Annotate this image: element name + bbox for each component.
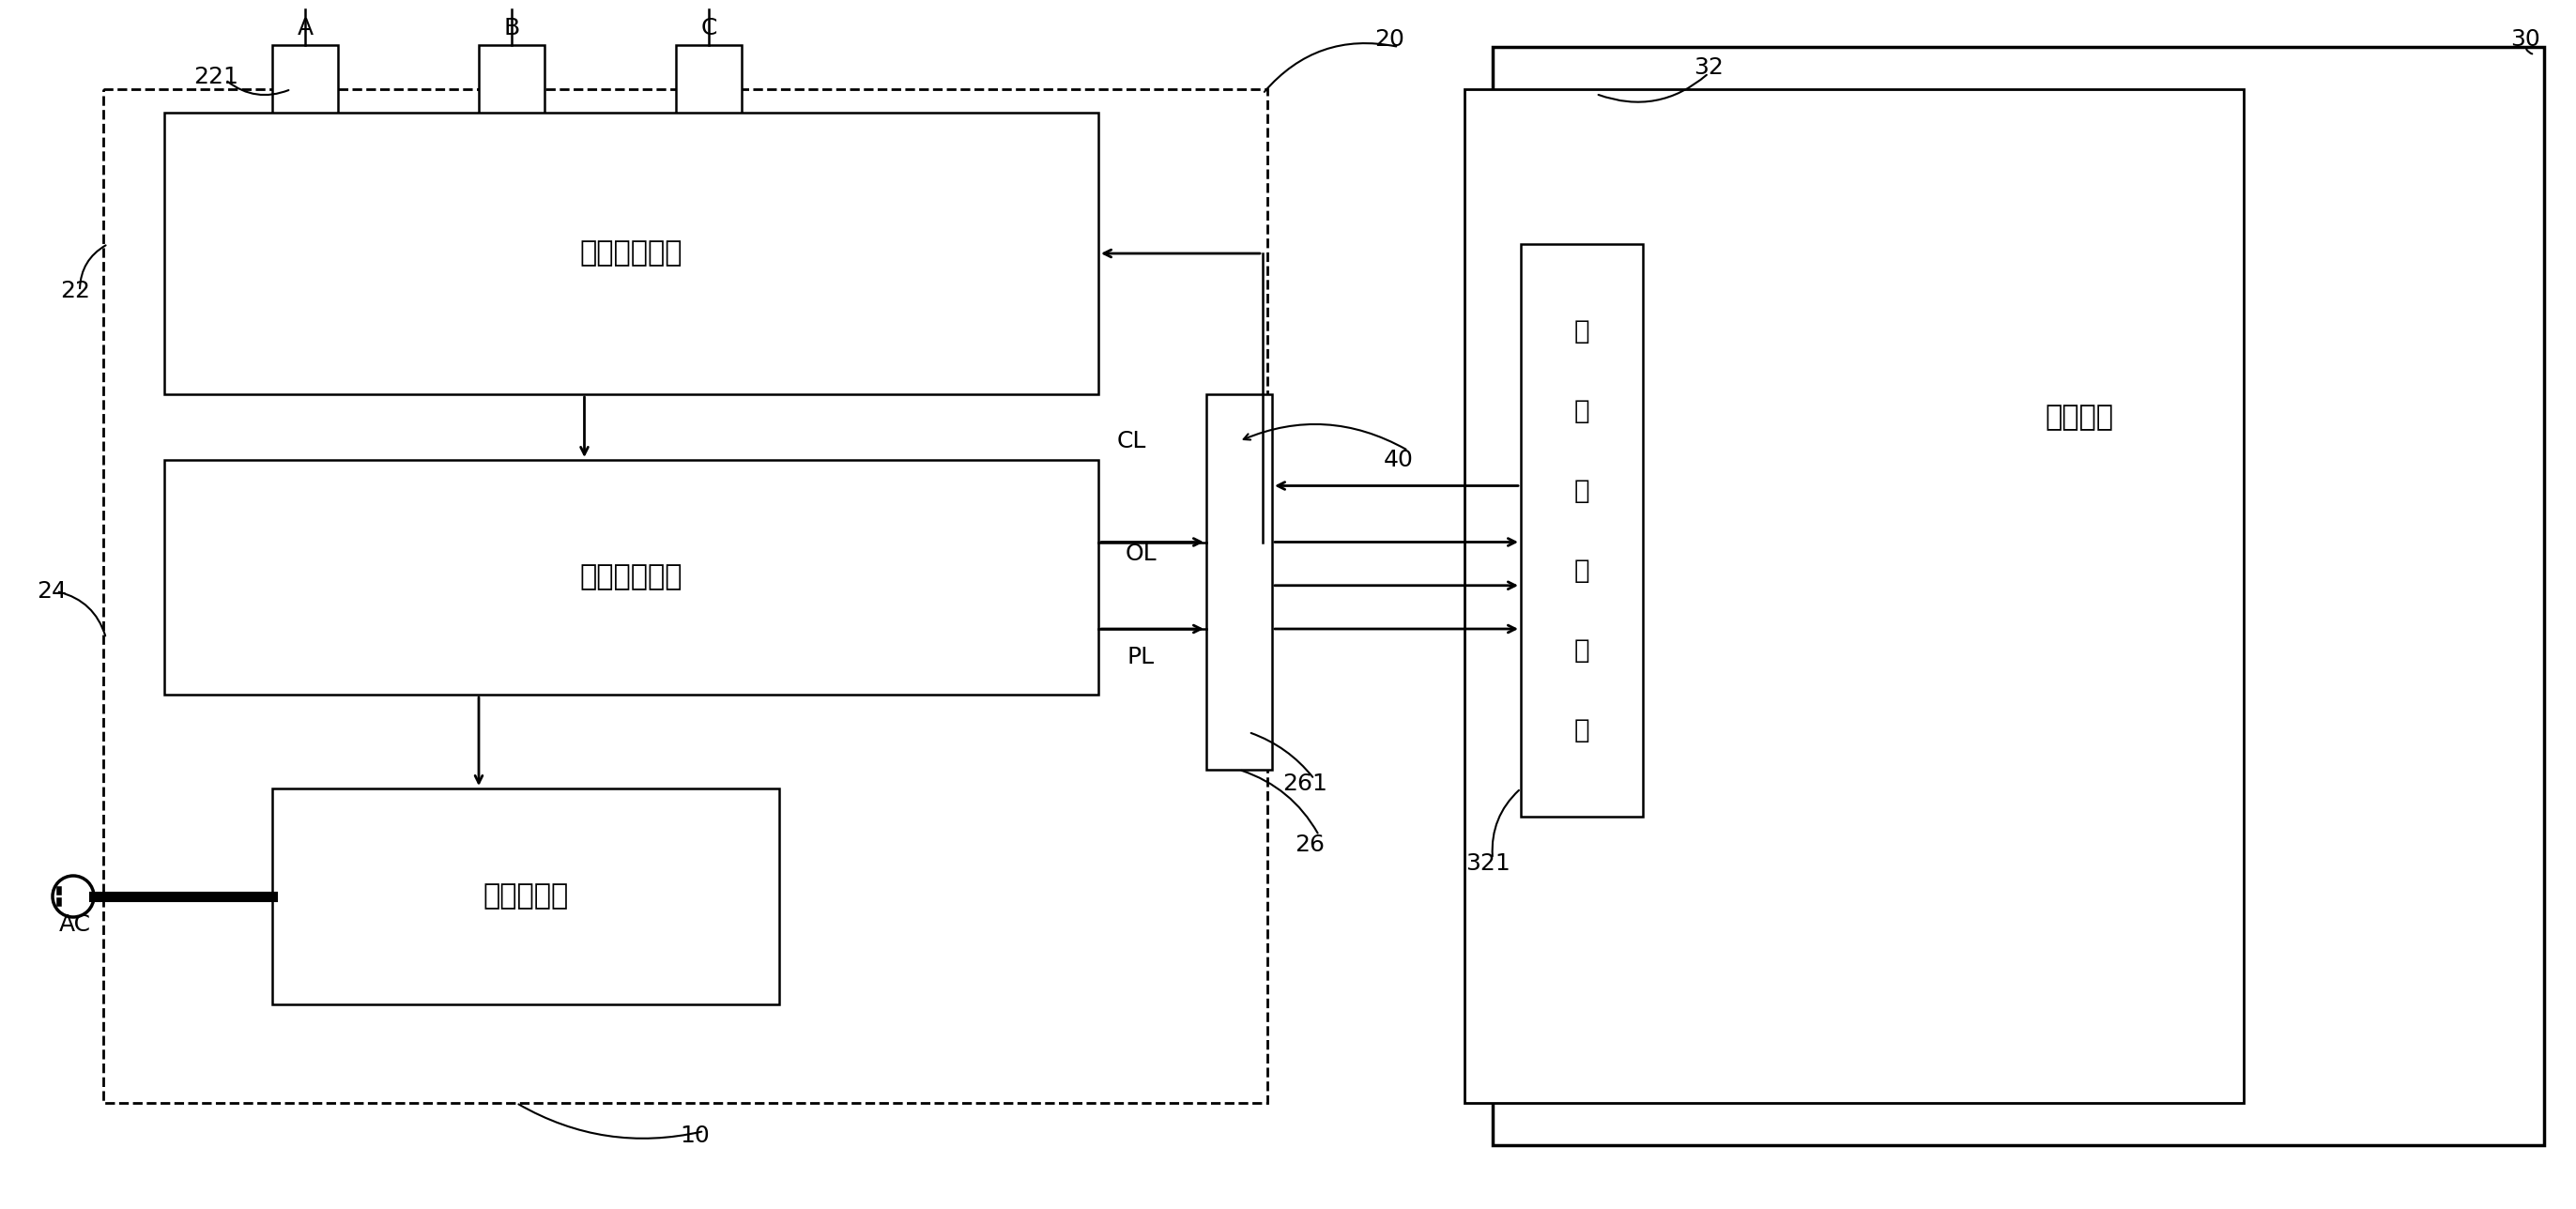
Text: 收: 收 xyxy=(1574,557,1589,584)
Text: OL: OL xyxy=(1126,543,1157,565)
Text: 一: 一 xyxy=(1574,398,1589,424)
Text: 22: 22 xyxy=(59,279,90,302)
Text: 221: 221 xyxy=(193,65,240,88)
Text: 24: 24 xyxy=(36,580,67,602)
Bar xyxy=(273,788,778,1005)
Bar xyxy=(675,45,742,115)
Text: 元: 元 xyxy=(1574,717,1589,744)
Text: CL: CL xyxy=(1115,430,1146,452)
Text: 显示装置: 显示装置 xyxy=(2045,404,2115,430)
Bar xyxy=(1520,244,1643,816)
Bar xyxy=(165,112,1097,394)
Text: 单: 单 xyxy=(1574,637,1589,664)
Text: 32: 32 xyxy=(1692,57,1723,79)
Text: 10: 10 xyxy=(680,1124,708,1147)
Text: A: A xyxy=(296,17,314,40)
Text: 第二接收单元: 第二接收单元 xyxy=(580,239,683,267)
Text: 40: 40 xyxy=(1383,449,1414,472)
Bar xyxy=(165,459,1097,695)
Bar xyxy=(103,89,1267,1103)
Bar xyxy=(1206,394,1273,770)
Text: AC: AC xyxy=(59,913,90,936)
Bar xyxy=(1492,47,2545,1145)
Text: 电源供应器: 电源供应器 xyxy=(482,883,569,910)
Text: PL: PL xyxy=(1126,646,1154,669)
Text: 26: 26 xyxy=(1296,833,1324,856)
Bar xyxy=(479,45,544,115)
Text: 接: 接 xyxy=(1574,478,1589,504)
Text: 261: 261 xyxy=(1283,773,1327,796)
Text: C: C xyxy=(701,17,716,40)
Text: 第: 第 xyxy=(1574,318,1589,345)
Text: 信号转换单元: 信号转换单元 xyxy=(580,563,683,591)
Bar xyxy=(273,45,337,115)
Text: B: B xyxy=(502,17,520,40)
Bar xyxy=(1466,89,2244,1103)
Text: 20: 20 xyxy=(1376,28,1404,51)
Text: 30: 30 xyxy=(2512,28,2540,51)
Text: 321: 321 xyxy=(1466,852,1510,875)
